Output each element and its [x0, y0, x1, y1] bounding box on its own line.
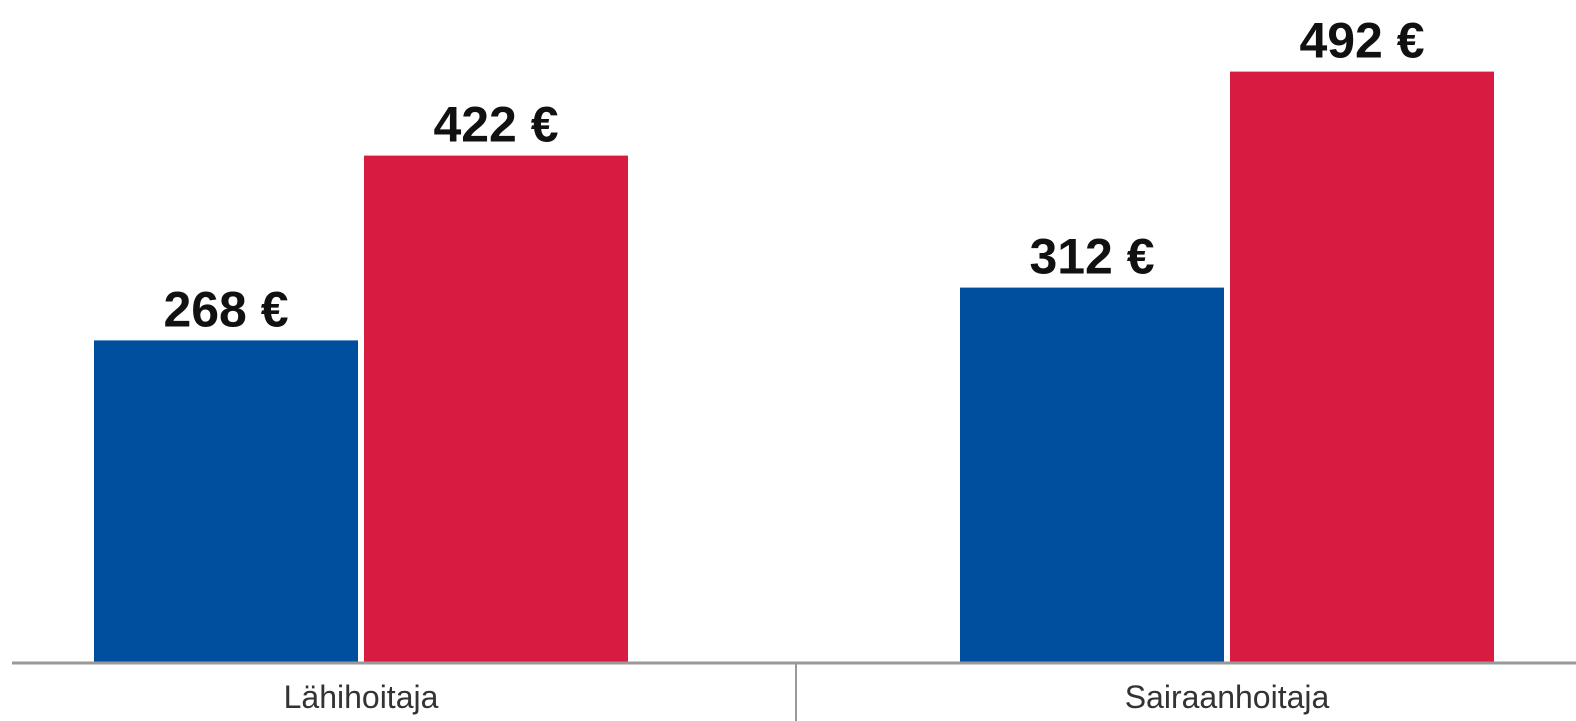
value-label: 312 €	[1029, 229, 1154, 285]
x-tick-label: Lähihoitaja	[284, 679, 439, 715]
bar	[364, 155, 628, 662]
value-label: 422 €	[433, 97, 558, 153]
value-label: 492 €	[1299, 13, 1424, 69]
bar	[94, 340, 358, 662]
bar	[960, 287, 1224, 662]
x-tick-label: Sairaanhoitaja	[1125, 679, 1330, 715]
bar	[1230, 71, 1494, 663]
value-label: 268 €	[163, 281, 288, 337]
